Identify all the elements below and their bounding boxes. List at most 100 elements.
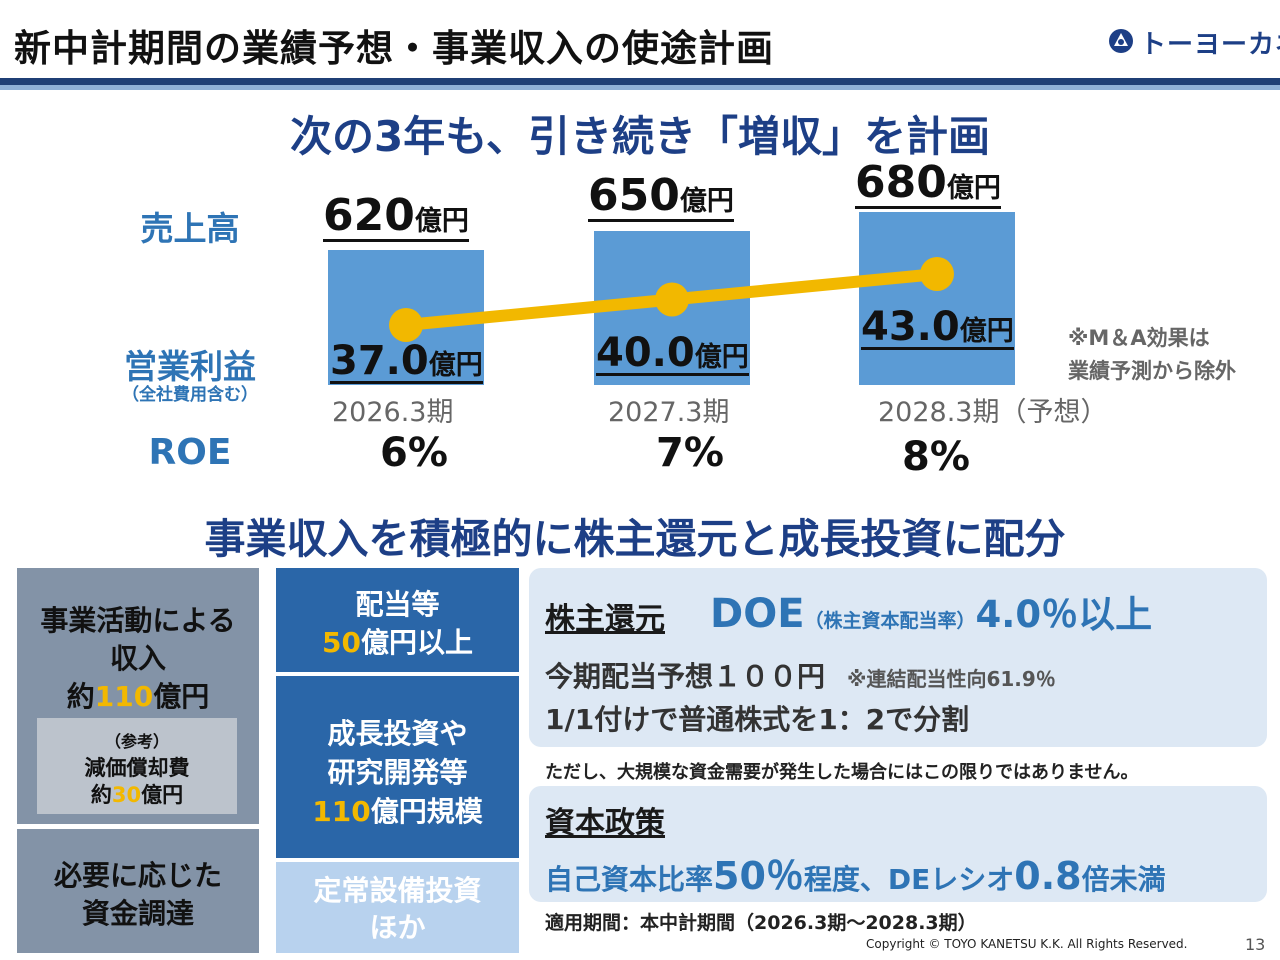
shareholder-return-title: 株主還元 bbox=[545, 602, 665, 637]
header-rule-light bbox=[0, 85, 1280, 90]
equity-ratio-value: 50％ bbox=[713, 854, 804, 898]
shareholder-return-panel bbox=[529, 568, 1267, 747]
op-profit-value-2026: 37.0億円 bbox=[330, 338, 483, 384]
logo-emblem-icon bbox=[1108, 28, 1134, 58]
period-label-2028: 2028.3期（予想） bbox=[878, 390, 1107, 429]
company-logo: トーヨーカネツ bbox=[1108, 24, 1280, 61]
sales-value-number: 650 bbox=[588, 170, 680, 221]
income-line: 事業活動による bbox=[40, 604, 236, 637]
income-amount-number: 110 bbox=[94, 680, 154, 713]
income-amount: 約110億円 bbox=[17, 678, 259, 716]
chart-area bbox=[328, 212, 1015, 385]
ma-note-line: ※M＆A効果は bbox=[1068, 326, 1210, 350]
roe-value-2027: 7% bbox=[656, 430, 724, 476]
ref-line: （参考） bbox=[104, 732, 169, 751]
sales-value-unit: 億円 bbox=[679, 186, 734, 217]
financing-line: 資金調達 bbox=[81, 897, 194, 930]
ref-amount-unit: 億円 bbox=[141, 783, 184, 807]
dividend-line: 配当等 bbox=[355, 588, 440, 621]
capital-policy-targets: 自己資本比率50％程度、DEレシオ0.8倍未満 bbox=[545, 845, 1166, 900]
label-roe: ROE bbox=[148, 432, 232, 473]
headline-allocation: 事業収入を積極的に株主還元と成長投資に配分 bbox=[204, 515, 1066, 563]
dividend-amount-rest: 億円以上 bbox=[360, 626, 473, 659]
financing-box: 必要に応じた 資金調達 bbox=[17, 829, 259, 953]
growth-investment-box: 成長投資や 研究開発等 110億円規模 bbox=[276, 676, 519, 858]
dividend-forecast-text: 今期配当予想１００円 bbox=[545, 660, 826, 693]
value-underline bbox=[323, 239, 469, 242]
op-profit-unit: 億円 bbox=[428, 350, 483, 381]
page-number: 13 bbox=[1245, 935, 1266, 954]
sales-value-2027: 650億円 bbox=[588, 170, 734, 222]
capex-line: ほか bbox=[369, 911, 426, 944]
op-profit-point bbox=[389, 308, 423, 342]
depreciation-ref-box: （参考） 減価償却費 約30億円 bbox=[37, 718, 237, 814]
ma-note: ※M＆A効果は 業績予測から除外 bbox=[1068, 322, 1236, 388]
header-rule bbox=[0, 78, 1280, 85]
growth-line: 成長投資や bbox=[327, 717, 468, 750]
ref-line: 減価償却費 bbox=[84, 756, 190, 780]
op-profit-point bbox=[655, 282, 689, 317]
op-profit-point bbox=[920, 257, 954, 291]
ma-note-line: 業績予測から除外 bbox=[1068, 359, 1236, 383]
op-profit-number: 43.0 bbox=[861, 304, 960, 350]
growth-amount-number: 110 bbox=[312, 795, 371, 828]
de-ratio-label: 程度、DEレシオ bbox=[803, 863, 1015, 896]
ref-amount: 約30億円 bbox=[37, 782, 237, 809]
income-amount-prefix: 約 bbox=[66, 680, 95, 713]
doe-label: DOE bbox=[710, 591, 805, 637]
value-underline bbox=[861, 347, 1014, 350]
sales-bar bbox=[859, 212, 1015, 385]
doe-line: DOE（株主資本配当率）4.0％以上 bbox=[710, 584, 1152, 638]
op-profit-number: 37.0 bbox=[330, 338, 429, 384]
value-underline bbox=[588, 219, 734, 222]
capital-policy-title: 資本政策 bbox=[545, 806, 665, 841]
ref-amount-number: 30 bbox=[111, 783, 142, 807]
label-sales: 売上高 bbox=[140, 209, 240, 248]
sales-value-unit: 億円 bbox=[946, 173, 1001, 204]
income-amount-unit: 億円 bbox=[153, 680, 210, 713]
period-label-2027: 2027.3期 bbox=[608, 397, 730, 428]
sales-value-unit: 億円 bbox=[414, 206, 469, 237]
growth-amount-rest: 億円規模 bbox=[370, 795, 483, 828]
doe-paren: （株主資本配当率） bbox=[804, 610, 976, 632]
capex-box: 定常設備投資 ほか bbox=[276, 862, 519, 953]
copyright: Copyright © TOYO KANETSU K.K. All Rights… bbox=[866, 937, 1188, 951]
op-profit-number: 40.0 bbox=[596, 330, 695, 376]
sales-value-2026: 620億円 bbox=[323, 190, 469, 242]
value-underline bbox=[855, 206, 1001, 209]
op-profit-value-2028: 43.0億円 bbox=[861, 304, 1014, 350]
growth-line: 研究開発等 bbox=[327, 756, 468, 789]
growth-amount: 110億円規模 bbox=[276, 792, 519, 831]
period-label-2026: 2026.3期 bbox=[332, 397, 454, 428]
stock-split-text: 1/1付けで普通株式を1：2で分割 bbox=[545, 703, 970, 736]
dividend-forecast: 今期配当予想１００円 ※連結配当性向61.9％ bbox=[545, 655, 1056, 695]
dividend-amount: 50億円以上 bbox=[276, 624, 519, 662]
roe-value-2026: 6% bbox=[380, 430, 448, 476]
roe-value-2028: 8% bbox=[902, 434, 970, 480]
label-op-profit-sub: （全社費用含む） bbox=[122, 385, 258, 405]
label-op-profit: 営業利益 bbox=[124, 347, 256, 386]
logo-text: トーヨーカネツ bbox=[1140, 30, 1280, 60]
page-title: 新中計期間の業績予想・事業収入の使途計画 bbox=[14, 27, 774, 70]
equity-ratio-label: 自己資本比率 bbox=[545, 863, 714, 896]
op-profit-value-2027: 40.0億円 bbox=[596, 330, 749, 376]
forecast-suffix: （予想） bbox=[999, 397, 1108, 428]
sales-value-number: 620 bbox=[323, 190, 415, 241]
de-ratio-suffix: 倍未満 bbox=[1081, 863, 1166, 896]
payout-ratio-note: ※連結配当性向61.9％ bbox=[847, 667, 1056, 691]
dividend-amount-number: 50 bbox=[322, 626, 361, 659]
value-underline bbox=[596, 373, 749, 376]
financing-line: 必要に応じた bbox=[53, 859, 222, 892]
de-ratio-value: 0.8 bbox=[1014, 854, 1082, 898]
capex-line: 定常設備投資 bbox=[313, 874, 482, 907]
capital-policy-panel bbox=[529, 786, 1267, 902]
period-label-text: 2028.3期 bbox=[878, 397, 1000, 428]
op-profit-unit: 億円 bbox=[959, 316, 1014, 347]
sales-value-number: 680 bbox=[855, 157, 947, 208]
doe-value: 4.0％以上 bbox=[975, 593, 1153, 636]
sales-value-2028: 680億円 bbox=[855, 157, 1001, 209]
applicable-period: 適用期間：本中計期間（2026.3期～2028.3期） bbox=[545, 912, 977, 934]
disclaimer-text: ただし、大規模な資金需要が発生した場合にはこの限りではありません。 bbox=[545, 762, 1139, 783]
ref-amount-prefix: 約 bbox=[90, 783, 112, 807]
income-line: 収入 bbox=[109, 642, 166, 675]
